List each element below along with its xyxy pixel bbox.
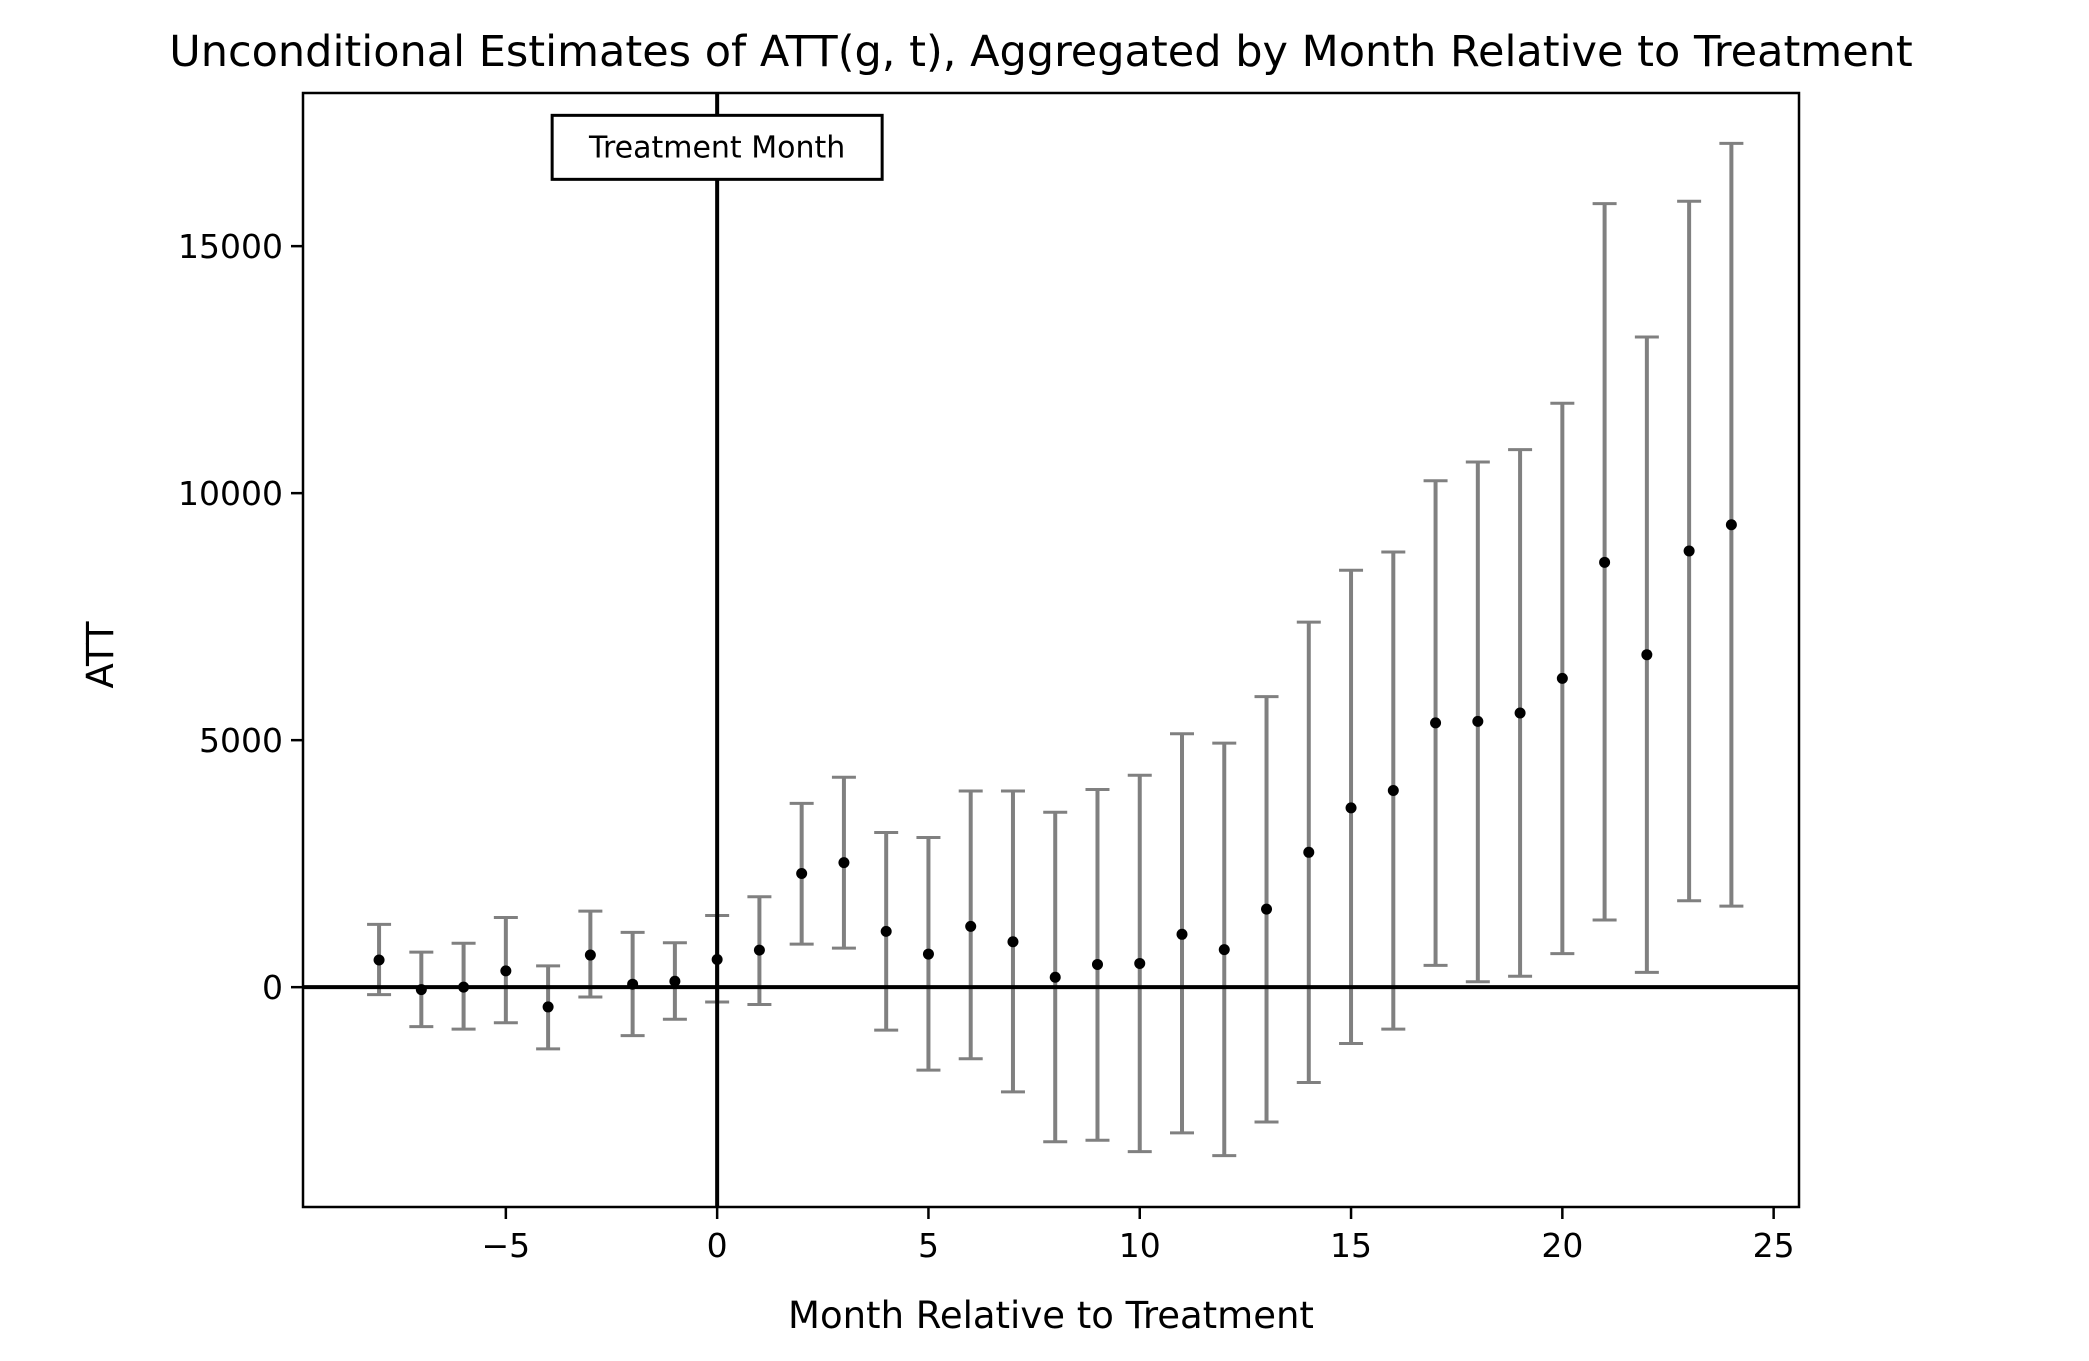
x-tick-label: 25 — [1753, 1226, 1795, 1265]
data-point — [1218, 944, 1230, 956]
data-point — [627, 978, 639, 990]
data-point — [1641, 649, 1653, 661]
data-point — [753, 944, 765, 956]
data-point — [1683, 545, 1695, 557]
x-tick-label: 15 — [1330, 1226, 1372, 1265]
plot-frame — [301, 91, 1801, 1209]
data-point — [1261, 903, 1273, 915]
data-point — [1049, 971, 1061, 983]
data-point — [1134, 957, 1146, 969]
data-point — [796, 868, 808, 880]
data-point — [838, 857, 850, 869]
data-point — [1430, 717, 1442, 729]
axes: −5 0 5 10 15 20 25 0 5000 10000 15000 — [178, 227, 1795, 1265]
data-point — [584, 949, 596, 961]
y-tick-label: 10000 — [178, 474, 283, 513]
data-point — [922, 948, 934, 960]
annotation-text: Treatment Month — [588, 130, 845, 165]
x-tick-label: 0 — [707, 1226, 728, 1265]
data-point — [965, 920, 977, 932]
x-tick-label: −5 — [482, 1226, 531, 1265]
y-tick-label: 5000 — [199, 721, 283, 760]
y-tick-label: 0 — [262, 968, 283, 1007]
annotation-box — [550, 113, 884, 181]
data-point — [542, 1001, 554, 1013]
y-tick-label: 15000 — [178, 227, 283, 266]
data-point — [1472, 715, 1484, 727]
annotation: Treatment Month — [550, 113, 884, 181]
data-point — [1007, 936, 1019, 948]
plot-area: Treatment Month — [303, 93, 1799, 1207]
data-point — [1345, 802, 1357, 814]
data-point — [1303, 846, 1315, 858]
data-point — [1725, 519, 1737, 531]
data-point — [458, 981, 470, 993]
data-point — [1514, 707, 1526, 719]
data-point — [500, 965, 512, 977]
data-point — [1176, 928, 1188, 940]
x-axis-label: Month Relative to Treatment — [788, 1294, 1314, 1337]
data-point — [1599, 556, 1611, 568]
data-point — [669, 975, 681, 987]
data-point — [373, 954, 385, 966]
x-tick-label: 20 — [1541, 1226, 1583, 1265]
data-point — [711, 953, 723, 965]
data-point — [1556, 672, 1568, 684]
chart-title: Unconditional Estimates of ATT(g, t), Ag… — [169, 27, 1913, 77]
x-tick-label: 5 — [918, 1226, 939, 1265]
data-point — [880, 925, 892, 937]
x-tick-label: 10 — [1119, 1226, 1161, 1265]
data-point — [1387, 785, 1399, 797]
y-axis-label: ATT — [79, 621, 122, 688]
data-point — [1091, 958, 1103, 970]
data-point — [415, 984, 427, 996]
